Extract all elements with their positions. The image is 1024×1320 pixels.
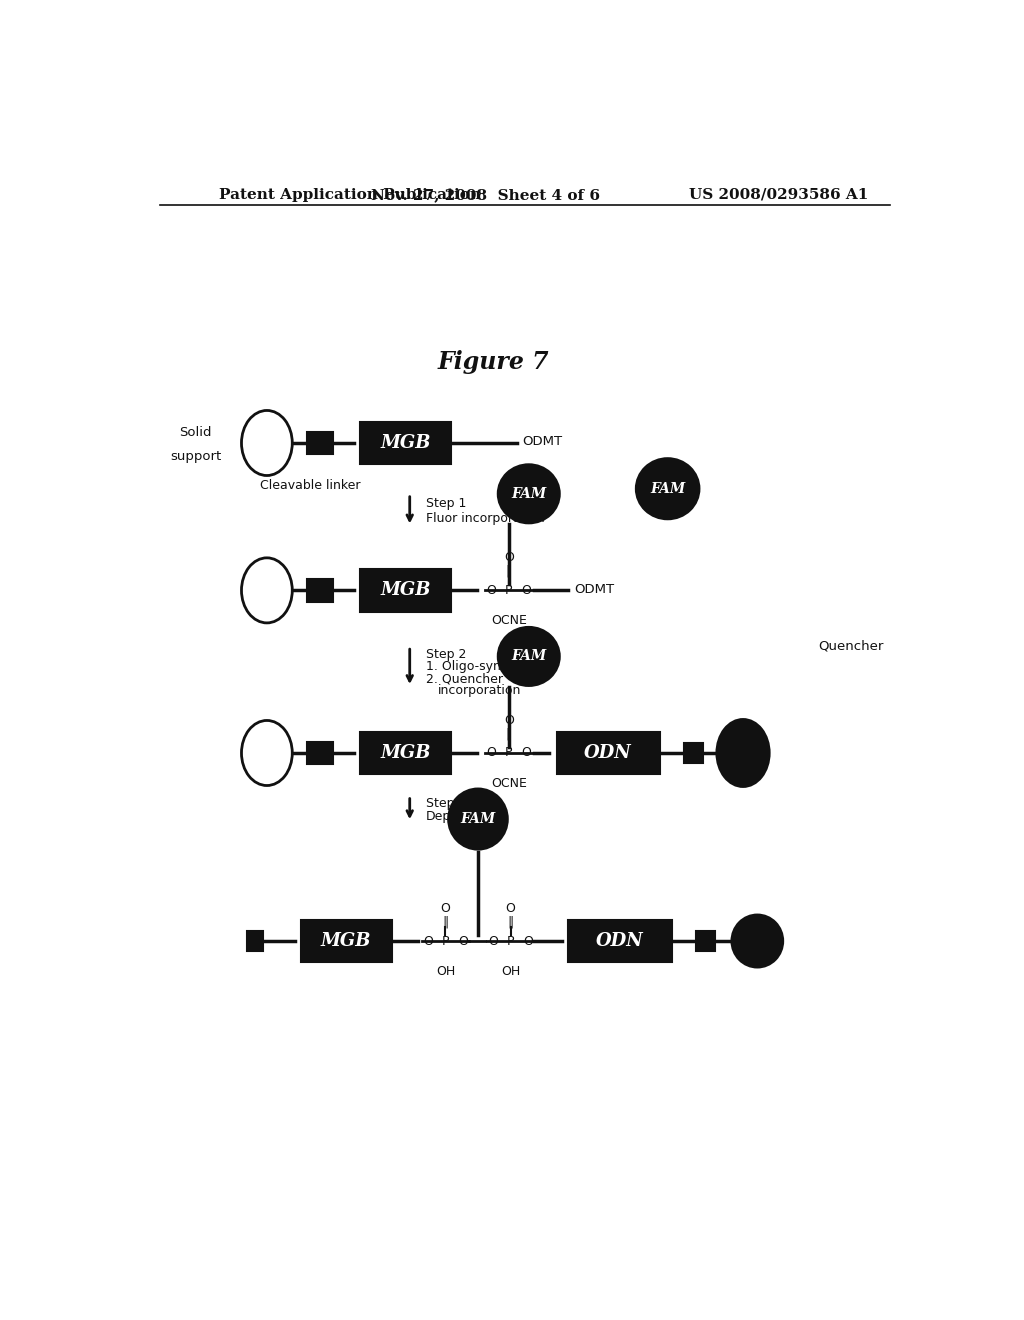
Ellipse shape: [498, 465, 560, 523]
Text: ODN: ODN: [596, 932, 644, 950]
Text: O: O: [504, 714, 514, 727]
Text: MGB: MGB: [381, 434, 431, 451]
Text: O: O: [486, 747, 497, 759]
Text: O: O: [523, 935, 532, 948]
FancyBboxPatch shape: [684, 743, 703, 763]
Ellipse shape: [449, 788, 508, 850]
Text: O: O: [486, 583, 497, 597]
Text: Solid: Solid: [179, 426, 212, 440]
Text: OCNE: OCNE: [490, 614, 527, 627]
Text: O: O: [488, 935, 498, 948]
Text: OH: OH: [436, 965, 455, 978]
FancyBboxPatch shape: [247, 931, 263, 952]
Text: Fluor incorporation: Fluor incorporation: [426, 512, 544, 525]
Text: MGB: MGB: [381, 581, 431, 599]
Ellipse shape: [498, 627, 560, 686]
Text: O: O: [506, 902, 515, 915]
Text: P: P: [505, 747, 513, 759]
FancyBboxPatch shape: [307, 432, 333, 454]
Text: support: support: [170, 450, 221, 463]
Text: Deprotection: Deprotection: [426, 809, 507, 822]
FancyBboxPatch shape: [696, 931, 715, 952]
Text: O: O: [504, 552, 514, 565]
FancyBboxPatch shape: [307, 579, 333, 602]
Text: O: O: [440, 902, 451, 915]
Text: FAM: FAM: [511, 649, 547, 664]
Text: P: P: [505, 583, 513, 597]
Text: 1. Oligo-synthesis: 1. Oligo-synthesis: [426, 660, 538, 673]
Text: P: P: [441, 935, 450, 948]
Ellipse shape: [636, 458, 699, 519]
Text: MGB: MGB: [321, 932, 372, 950]
Circle shape: [242, 558, 292, 623]
Ellipse shape: [731, 915, 783, 968]
Text: Cleavable linker: Cleavable linker: [260, 479, 360, 492]
Circle shape: [717, 719, 769, 787]
Text: Step 1: Step 1: [426, 498, 466, 511]
FancyBboxPatch shape: [360, 569, 452, 611]
Text: O: O: [458, 935, 468, 948]
Text: OH: OH: [501, 965, 520, 978]
FancyBboxPatch shape: [557, 731, 659, 775]
Text: O: O: [423, 935, 433, 948]
Text: ‖: ‖: [506, 565, 512, 578]
FancyBboxPatch shape: [360, 731, 452, 775]
Text: ODMT: ODMT: [574, 583, 614, 595]
Text: incorporation: incorporation: [437, 685, 521, 697]
Text: O: O: [521, 583, 531, 597]
Text: MGB: MGB: [381, 744, 431, 762]
Text: Step 2: Step 2: [426, 648, 466, 661]
Text: ODMT: ODMT: [522, 436, 562, 449]
FancyBboxPatch shape: [301, 920, 392, 962]
Text: OCNE: OCNE: [490, 777, 527, 789]
Text: FAM: FAM: [461, 812, 496, 826]
Text: P: P: [507, 935, 514, 948]
Circle shape: [242, 721, 292, 785]
Text: Patent Application Publication: Patent Application Publication: [219, 187, 481, 202]
Text: ODN: ODN: [585, 744, 632, 762]
Text: FAM: FAM: [511, 487, 547, 500]
Text: 2. Quencher: 2. Quencher: [426, 672, 503, 685]
Text: US 2008/0293586 A1: US 2008/0293586 A1: [689, 187, 868, 202]
FancyBboxPatch shape: [307, 742, 333, 764]
Text: Figure 7: Figure 7: [437, 350, 549, 374]
Text: O: O: [521, 747, 531, 759]
Text: ‖: ‖: [507, 915, 514, 928]
Text: FAM: FAM: [650, 482, 685, 496]
Text: Quencher: Quencher: [818, 640, 884, 653]
Text: ‖: ‖: [506, 727, 512, 741]
Text: Step 3: Step 3: [426, 797, 466, 810]
Text: Nov. 27, 2008  Sheet 4 of 6: Nov. 27, 2008 Sheet 4 of 6: [371, 187, 600, 202]
FancyBboxPatch shape: [568, 920, 672, 962]
Circle shape: [242, 411, 292, 475]
FancyBboxPatch shape: [360, 421, 452, 465]
Text: ‖: ‖: [442, 915, 449, 928]
